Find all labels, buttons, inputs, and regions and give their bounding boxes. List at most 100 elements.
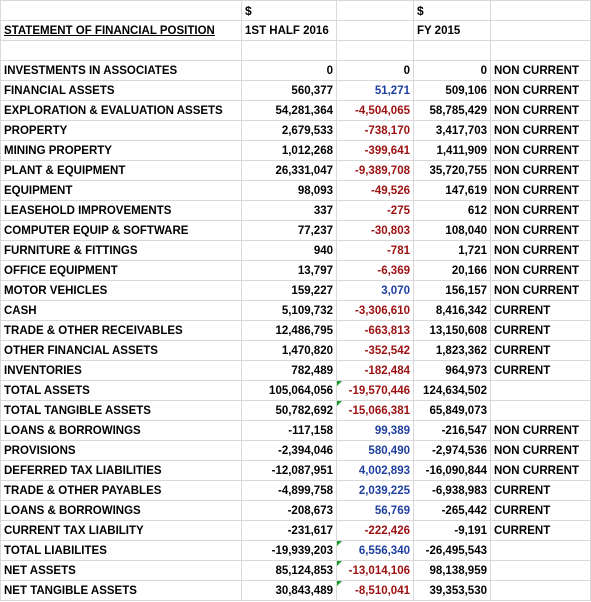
row-label[interactable]: INVESTMENTS IN ASSOCIATES xyxy=(0,60,242,81)
full-year-value[interactable]: 1,823,362 xyxy=(413,340,491,361)
half-year-value[interactable]: -2,394,046 xyxy=(241,440,337,461)
change-value[interactable]: -13,014,106 xyxy=(336,560,414,581)
full-year-value[interactable]: 108,040 xyxy=(413,220,491,241)
half-year-value[interactable]: 12,486,795 xyxy=(241,320,337,341)
statement-title[interactable]: STATEMENT OF FINANCIAL POSITION xyxy=(0,20,242,41)
half-year-value[interactable]: 13,797 xyxy=(241,260,337,281)
half-year-value[interactable]: 1,470,820 xyxy=(241,340,337,361)
full-year-value[interactable]: -16,090,844 xyxy=(413,460,491,481)
change-value[interactable]: -9,389,708 xyxy=(336,160,414,181)
currency-symbol-b[interactable]: $ xyxy=(413,0,491,21)
row-label[interactable]: MINING PROPERTY xyxy=(0,140,242,161)
classification[interactable] xyxy=(490,400,591,421)
classification[interactable] xyxy=(490,380,591,401)
half-year-value[interactable]: 560,377 xyxy=(241,80,337,101)
classification[interactable]: CURRENT xyxy=(490,520,591,541)
empty-cell[interactable] xyxy=(0,0,242,21)
half-year-value[interactable]: 54,281,364 xyxy=(241,100,337,121)
row-label[interactable]: DEFERRED TAX LIABILITIES xyxy=(0,460,242,481)
empty-cell[interactable] xyxy=(490,20,591,41)
change-value[interactable]: -738,170 xyxy=(336,120,414,141)
full-year-value[interactable]: 1,411,909 xyxy=(413,140,491,161)
empty-cell[interactable] xyxy=(490,0,591,21)
currency-symbol-a[interactable]: $ xyxy=(241,0,337,21)
classification[interactable]: CURRENT xyxy=(490,480,591,501)
empty-cell[interactable] xyxy=(413,40,491,61)
row-label[interactable]: TRADE & OTHER PAYABLES xyxy=(0,480,242,501)
half-year-value[interactable]: 5,109,732 xyxy=(241,300,337,321)
empty-cell[interactable] xyxy=(336,0,414,21)
change-value[interactable]: -3,306,610 xyxy=(336,300,414,321)
row-label[interactable]: LOANS & BORROWINGS xyxy=(0,500,242,521)
half-year-value[interactable]: 105,064,056 xyxy=(241,380,337,401)
row-label[interactable]: NET TANGIBLE ASSETS xyxy=(0,580,242,601)
classification[interactable] xyxy=(490,560,591,581)
full-year-value[interactable]: 35,720,755 xyxy=(413,160,491,181)
row-label[interactable]: PLANT & EQUIPMENT xyxy=(0,160,242,181)
half-year-value[interactable]: -12,087,951 xyxy=(241,460,337,481)
classification[interactable]: CURRENT xyxy=(490,500,591,521)
row-label[interactable]: OTHER FINANCIAL ASSETS xyxy=(0,340,242,361)
full-year-value[interactable]: 509,106 xyxy=(413,80,491,101)
half-year-value[interactable]: 85,124,853 xyxy=(241,560,337,581)
half-year-value[interactable]: 98,093 xyxy=(241,180,337,201)
change-value[interactable]: -30,803 xyxy=(336,220,414,241)
change-value[interactable]: -275 xyxy=(336,200,414,221)
change-value[interactable]: 0 xyxy=(336,60,414,81)
half-year-value[interactable]: 2,679,533 xyxy=(241,120,337,141)
change-value[interactable]: 56,769 xyxy=(336,500,414,521)
half-year-value[interactable]: 337 xyxy=(241,200,337,221)
change-value[interactable]: -8,510,041 xyxy=(336,580,414,601)
change-value[interactable]: 580,490 xyxy=(336,440,414,461)
full-year-value[interactable]: -26,495,543 xyxy=(413,540,491,561)
row-label[interactable]: FINANCIAL ASSETS xyxy=(0,80,242,101)
empty-cell[interactable] xyxy=(0,40,242,61)
empty-cell[interactable] xyxy=(336,20,414,41)
change-value[interactable]: 51,271 xyxy=(336,80,414,101)
classification[interactable]: NON CURRENT xyxy=(490,460,591,481)
half-year-value[interactable]: 30,843,489 xyxy=(241,580,337,601)
change-value[interactable]: 99,389 xyxy=(336,420,414,441)
row-label[interactable]: TOTAL ASSETS xyxy=(0,380,242,401)
empty-cell[interactable] xyxy=(336,40,414,61)
half-year-value[interactable]: 77,237 xyxy=(241,220,337,241)
classification[interactable]: NON CURRENT xyxy=(490,180,591,201)
full-year-value[interactable]: 156,157 xyxy=(413,280,491,301)
row-label[interactable]: TOTAL LIABILITES xyxy=(0,540,242,561)
row-label[interactable]: NET ASSETS xyxy=(0,560,242,581)
row-label[interactable]: PROVISIONS xyxy=(0,440,242,461)
change-value[interactable]: -182,484 xyxy=(336,360,414,381)
full-year-value[interactable]: -216,547 xyxy=(413,420,491,441)
row-label[interactable]: LOANS & BORROWINGS xyxy=(0,420,242,441)
half-year-value[interactable]: 1,012,268 xyxy=(241,140,337,161)
full-year-value[interactable]: 58,785,429 xyxy=(413,100,491,121)
change-value[interactable]: 4,002,893 xyxy=(336,460,414,481)
full-year-value[interactable]: 1,721 xyxy=(413,240,491,261)
row-label[interactable]: CASH xyxy=(0,300,242,321)
classification[interactable] xyxy=(490,580,591,601)
row-label[interactable]: LEASEHOLD IMPROVEMENTS xyxy=(0,200,242,221)
classification[interactable]: NON CURRENT xyxy=(490,280,591,301)
row-label[interactable]: INVENTORIES xyxy=(0,360,242,381)
classification[interactable]: NON CURRENT xyxy=(490,120,591,141)
classification[interactable]: CURRENT xyxy=(490,300,591,321)
full-year-value[interactable]: 147,619 xyxy=(413,180,491,201)
full-year-value[interactable]: 3,417,703 xyxy=(413,120,491,141)
classification[interactable]: NON CURRENT xyxy=(490,440,591,461)
change-value[interactable]: -19,570,446 xyxy=(336,380,414,401)
period-a-header[interactable]: 1ST HALF 2016 xyxy=(241,20,337,41)
classification[interactable]: NON CURRENT xyxy=(490,240,591,261)
period-b-header[interactable]: FY 2015 xyxy=(413,20,491,41)
empty-cell[interactable] xyxy=(490,40,591,61)
row-label[interactable]: EXPLORATION & EVALUATION ASSETS xyxy=(0,100,242,121)
change-value[interactable]: -222,426 xyxy=(336,520,414,541)
row-label[interactable]: TRADE & OTHER RECEIVABLES xyxy=(0,320,242,341)
half-year-value[interactable]: -4,899,758 xyxy=(241,480,337,501)
classification[interactable]: CURRENT xyxy=(490,320,591,341)
full-year-value[interactable]: 124,634,502 xyxy=(413,380,491,401)
full-year-value[interactable]: -2,974,536 xyxy=(413,440,491,461)
change-value[interactable]: 3,070 xyxy=(336,280,414,301)
half-year-value[interactable]: -231,617 xyxy=(241,520,337,541)
classification[interactable]: NON CURRENT xyxy=(490,200,591,221)
change-value[interactable]: -6,369 xyxy=(336,260,414,281)
